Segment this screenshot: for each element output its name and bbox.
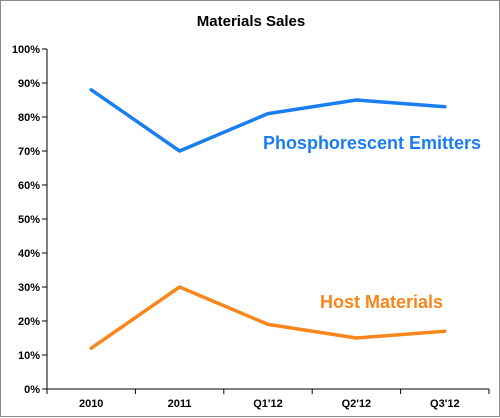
y-tick-label: 20% bbox=[18, 316, 40, 328]
x-tick-label: 2010 bbox=[79, 398, 103, 410]
y-tick-label: 10% bbox=[18, 350, 40, 362]
x-tick-label: 2011 bbox=[168, 398, 192, 410]
series-label-host-materials: Host Materials bbox=[320, 292, 443, 312]
axes bbox=[46, 49, 489, 390]
y-tick-label: 40% bbox=[18, 248, 40, 260]
series-label-phosphorescent-emitters: Phosphorescent Emitters bbox=[263, 133, 481, 153]
y-tick-label: 70% bbox=[18, 146, 40, 158]
y-tick-label: 60% bbox=[18, 180, 40, 192]
series-labels: Phosphorescent Emitters Host Materials bbox=[263, 133, 481, 312]
y-tick-label: 0% bbox=[24, 384, 40, 396]
x-axis-ticks: 2010 2011 Q1'12 Q2'12 Q3'12 bbox=[46, 389, 490, 410]
series-line-phosphorescent-emitters bbox=[89, 88, 447, 153]
y-tick-label: 100% bbox=[12, 44, 40, 56]
x-tick-label: Q1'12 bbox=[253, 398, 283, 410]
series-lines bbox=[89, 88, 447, 350]
y-tick-label: 80% bbox=[18, 112, 40, 124]
chart-title: Materials Sales bbox=[197, 13, 305, 30]
x-tick-label: Q3'12 bbox=[430, 398, 460, 410]
series-line-host-materials bbox=[89, 285, 447, 350]
x-tick-label: Q2'12 bbox=[342, 398, 372, 410]
y-tick-label: 50% bbox=[18, 214, 40, 226]
y-tick-label: 90% bbox=[18, 78, 40, 90]
y-tick-label: 30% bbox=[18, 282, 40, 294]
y-axis-ticks: 0% 10% 20% 30% 40% 50% 60% 70% 80% 90% 100% bbox=[12, 44, 47, 396]
